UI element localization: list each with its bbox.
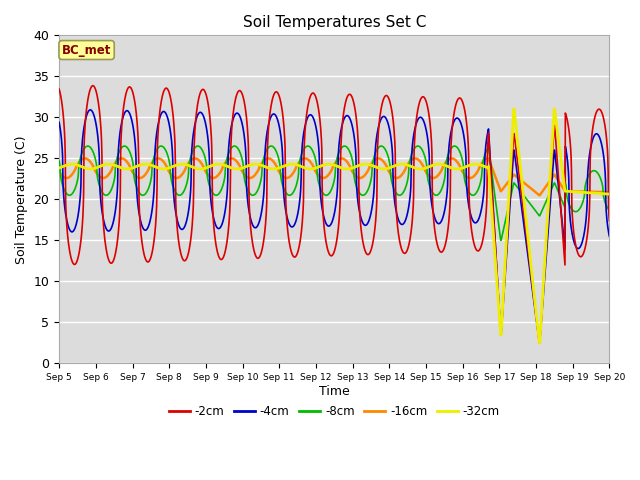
Text: BC_met: BC_met xyxy=(62,44,111,57)
Legend: -2cm, -4cm, -8cm, -16cm, -32cm: -2cm, -4cm, -8cm, -16cm, -32cm xyxy=(164,401,504,423)
Y-axis label: Soil Temperature (C): Soil Temperature (C) xyxy=(15,135,28,264)
Title: Soil Temperatures Set C: Soil Temperatures Set C xyxy=(243,15,426,30)
X-axis label: Time: Time xyxy=(319,385,349,398)
